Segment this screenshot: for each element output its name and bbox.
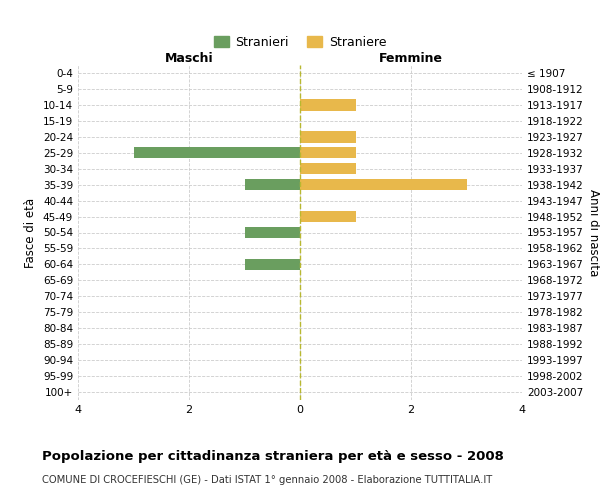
- Text: COMUNE DI CROCEFIESCHI (GE) - Dati ISTAT 1° gennaio 2008 - Elaborazione TUTTITAL: COMUNE DI CROCEFIESCHI (GE) - Dati ISTAT…: [42, 475, 492, 485]
- Bar: [245, 227, 300, 238]
- Text: Popolazione per cittadinanza straniera per età e sesso - 2008: Popolazione per cittadinanza straniera p…: [42, 450, 504, 463]
- Bar: [245, 179, 300, 190]
- Bar: [300, 131, 355, 142]
- Bar: [300, 147, 355, 158]
- Bar: [300, 163, 355, 174]
- Text: Femmine: Femmine: [379, 52, 443, 65]
- Bar: [300, 179, 467, 190]
- Text: Maschi: Maschi: [164, 52, 214, 65]
- Bar: [245, 258, 300, 270]
- Bar: [300, 99, 355, 110]
- Bar: [300, 211, 355, 222]
- Legend: Stranieri, Straniere: Stranieri, Straniere: [209, 31, 391, 54]
- Y-axis label: Anni di nascita: Anni di nascita: [587, 189, 600, 276]
- Bar: [133, 147, 300, 158]
- Y-axis label: Fasce di età: Fasce di età: [25, 198, 37, 268]
